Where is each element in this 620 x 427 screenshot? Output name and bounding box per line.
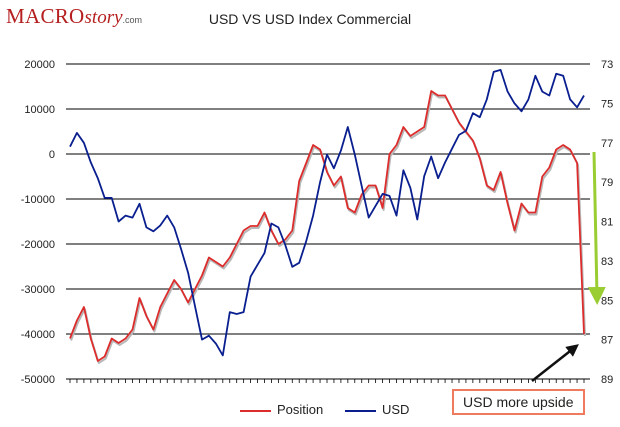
legend-swatch-position xyxy=(240,409,271,412)
legend-item-position: Position xyxy=(240,402,323,417)
annotations xyxy=(531,151,606,382)
right-tick-label-7: 87 xyxy=(601,335,613,347)
left-tick-label-2: 0 xyxy=(49,149,55,161)
logo-macro-text: MACRO xyxy=(6,4,85,28)
legend-item-usd: USD xyxy=(345,402,409,417)
green-down-arrow xyxy=(587,151,606,305)
left-tick-label-3: -10000 xyxy=(21,194,55,206)
right-tick-label-0: 73 xyxy=(601,59,613,71)
series-line-position xyxy=(69,90,585,362)
right-tick-label-1: 75 xyxy=(601,98,613,110)
left-tick-label-5: -30000 xyxy=(21,284,55,296)
left-tick-label-0: 20000 xyxy=(24,59,55,71)
left-tick-label-6: -40000 xyxy=(21,329,55,341)
gridlines xyxy=(66,63,590,335)
right-tick-label-5: 83 xyxy=(601,256,613,268)
series-lines xyxy=(69,69,586,364)
chart-title: USD VS USD Index Commercial xyxy=(208,11,412,27)
right-tick-label-4: 81 xyxy=(601,217,613,229)
macrostory-logo: MACROstory.com xyxy=(6,4,142,29)
right-tick-label-2: 77 xyxy=(601,138,613,150)
callout-usd-more-upside: USD more upside xyxy=(452,389,585,415)
logo-suffix-text: .com xyxy=(122,15,143,25)
right-tick-label-6: 85 xyxy=(601,295,613,307)
left-tick-label-1: 10000 xyxy=(24,104,55,116)
black-callout-arrow xyxy=(531,344,579,382)
left-tick-label-4: -20000 xyxy=(21,239,55,251)
left-tick-label-7: -50000 xyxy=(21,374,55,386)
legend-label-position: Position xyxy=(277,402,324,417)
right-tick-label-3: 79 xyxy=(601,177,613,189)
legend-label-usd: USD xyxy=(382,402,410,417)
right-tick-label-8: 89 xyxy=(601,374,613,386)
legend-swatch-usd xyxy=(345,409,376,412)
series-line-usd xyxy=(69,69,585,357)
logo-story-text: story xyxy=(84,7,123,28)
